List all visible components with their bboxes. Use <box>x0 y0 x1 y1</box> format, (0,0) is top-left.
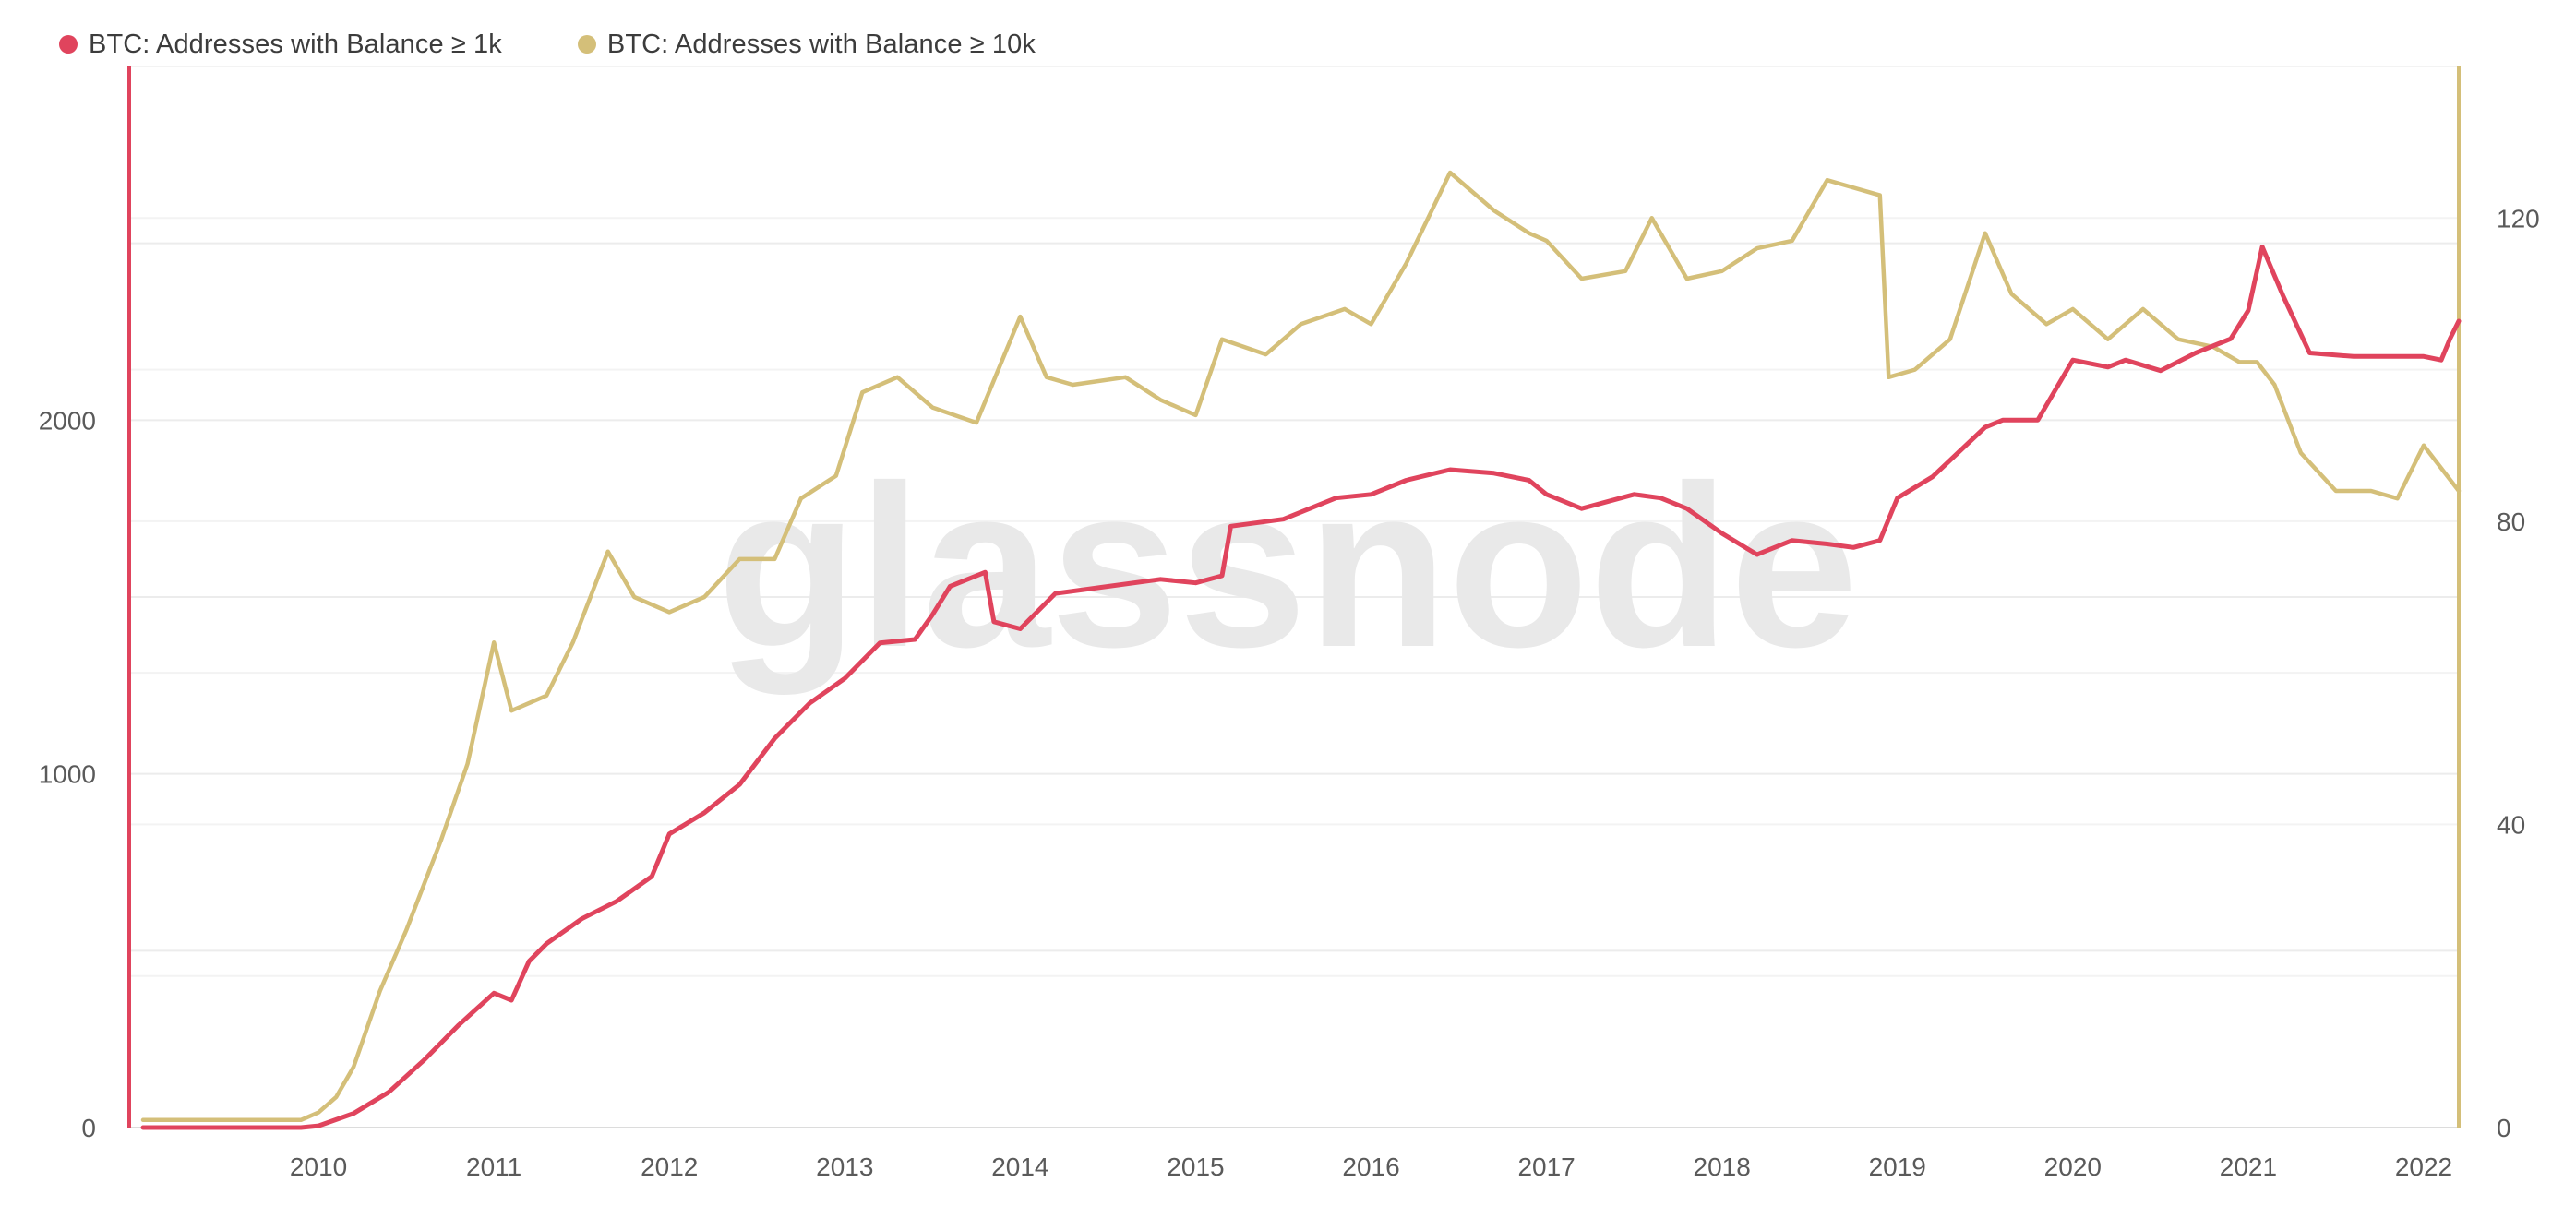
x-tick-label: 2014 <box>991 1152 1048 1181</box>
series-lines <box>140 170 2462 1130</box>
x-tick-label: 2022 <box>2395 1152 2452 1181</box>
x-tick-label: 2011 <box>466 1152 521 1181</box>
x-tick-label: 2020 <box>2044 1152 2102 1181</box>
y-left-tick-label: 1000 <box>39 760 96 789</box>
series-line-1k[interactable] <box>140 245 2462 1130</box>
legend-label-10k: BTC: Addresses with Balance ≥ 10k <box>606 29 1036 59</box>
y-right-tick-label: 120 <box>2497 204 2540 233</box>
legend-item-addresses-10k[interactable]: BTC: Addresses with Balance ≥ 10k <box>577 29 1036 60</box>
legend-item-addresses-1k[interactable]: BTC: Addresses with Balance ≥ 1k <box>59 30 502 60</box>
x-tick-label: 2012 <box>641 1152 698 1181</box>
y-right-tick-label: 80 <box>2497 507 2525 536</box>
grid-lines <box>129 66 2459 977</box>
axes <box>127 66 2461 1128</box>
legend-dot-1k <box>59 35 78 54</box>
series-line-10k[interactable] <box>140 170 2462 1123</box>
x-tick-label: 2018 <box>1694 1152 1751 1181</box>
x-tick-label: 2021 <box>2220 1152 2277 1181</box>
legend-label-1k: BTC: Addresses with Balance ≥ 1k <box>89 29 502 59</box>
x-tick-label: 2019 <box>1869 1152 1926 1181</box>
y-left-tick-label: 2000 <box>39 406 96 435</box>
y-right-tick-label: 40 <box>2497 810 2525 839</box>
x-tick-label: 2017 <box>1517 1152 1575 1181</box>
chart-legend: BTC: Addresses with Balance ≥ 1k BTC: Ad… <box>59 24 1036 65</box>
x-tick-label: 2015 <box>1167 1152 1224 1181</box>
x-tick-label: 2016 <box>1342 1152 1399 1181</box>
x-tick-label: 2013 <box>816 1152 873 1181</box>
tick-labels: 2010 2011 2012 2013 2014 2015 2016 2017 2018 2019… <box>39 204 2540 1181</box>
legend-dot-10k <box>577 35 596 54</box>
x-tick-label: 2010 <box>290 1152 347 1181</box>
y-left-tick-label: 0 <box>81 1114 96 1142</box>
y-right-tick-label: 0 <box>2497 1114 2511 1142</box>
watermark-text: glassnode <box>717 437 1858 695</box>
